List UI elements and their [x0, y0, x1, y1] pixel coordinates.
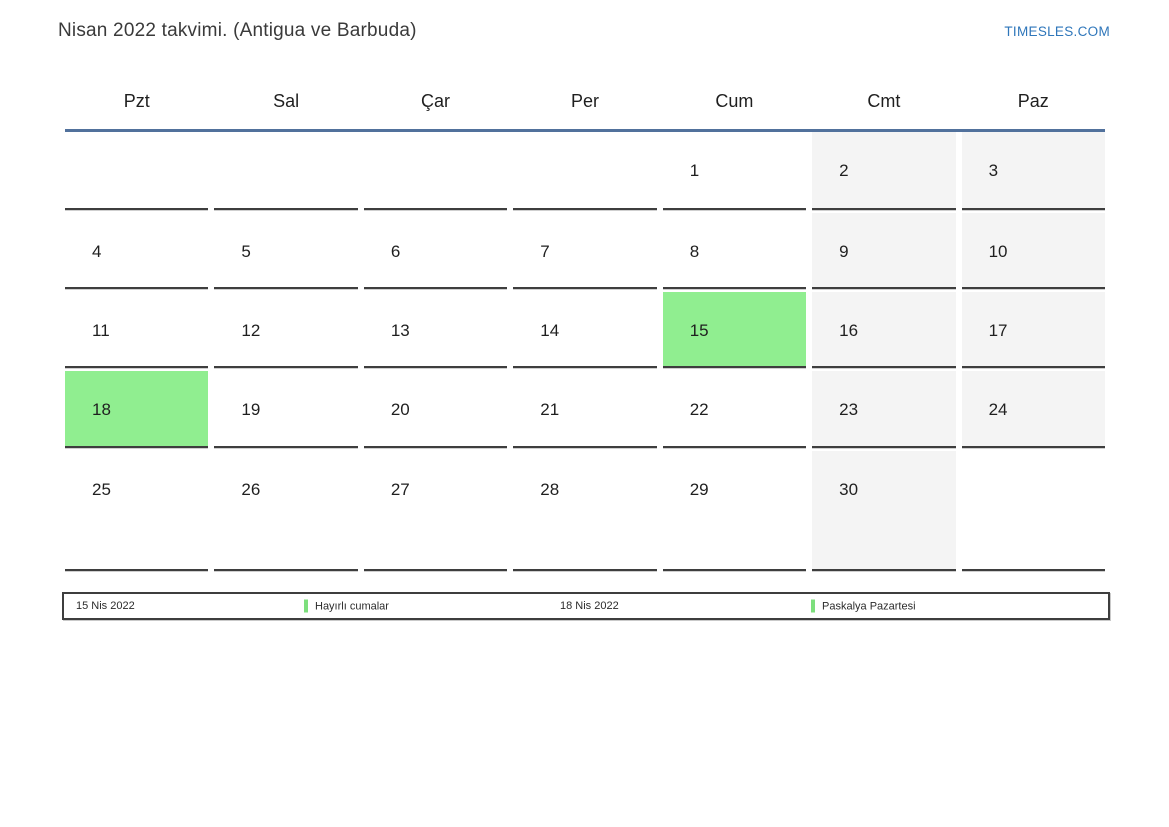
weekday-label-cum: Cum — [715, 90, 754, 111]
empty-day-cell — [961, 451, 1105, 571]
day-cell-29: 29 — [662, 451, 807, 571]
weekday-label-car: Çar — [421, 90, 451, 111]
empty-day-cell — [65, 132, 209, 210]
empty-day-cell — [513, 132, 657, 210]
day-cell-28: 28 — [513, 451, 657, 571]
day-cell-17: 17 — [961, 292, 1105, 368]
day-cell-30: 30 — [812, 451, 956, 571]
legend-date: 15 Nis 2022 — [76, 600, 135, 612]
empty-day-cell — [363, 132, 508, 210]
weekday-label-per: Per — [570, 90, 599, 111]
day-cell-14: 14 — [513, 292, 657, 368]
day-cell-15: 15 — [662, 292, 807, 368]
day-cell-21: 21 — [513, 371, 657, 448]
empty-day-cell — [214, 132, 358, 210]
day-cell-2: 2 — [812, 132, 956, 210]
day-cell-5: 5 — [214, 213, 358, 289]
weekday-label-paz: Paz — [1017, 90, 1049, 111]
day-cell-23: 23 — [812, 371, 956, 448]
day-cell-16: 16 — [812, 292, 956, 368]
weekday-label-cmt: Cmt — [867, 90, 901, 111]
weekday-header-row: Pzt Sal Çar Per Cum Cmt Paz — [65, 80, 1105, 122]
day-cell-6: 6 — [363, 213, 508, 289]
day-cell-25: 25 — [65, 451, 209, 571]
holiday-legend-box: 15 Nis 2022 Hayırlı cumalar 18 Nis 2022 Pas… — [62, 592, 1110, 620]
weekday-label-pzt: Pzt — [123, 90, 150, 111]
calendar-grid: 1 2 3 4 5 6 7 8 9 10 11 12 13 14 15 16 17 18 19 20 21 22 23 24 2… — [65, 132, 1105, 571]
day-cell-7: 7 — [513, 213, 657, 289]
day-cell-24: 24 — [961, 371, 1105, 448]
day-cell-26: 26 — [214, 451, 358, 571]
legend-entry: Hayırlı cumalar — [304, 599, 389, 613]
legend-color-bar-icon — [304, 599, 308, 613]
day-cell-8: 8 — [662, 213, 807, 289]
weekday-label-sal: Sal — [273, 90, 300, 111]
legend-entry: Paskalya Pazartesi — [811, 599, 916, 613]
day-cell-1: 1 — [662, 132, 807, 210]
header-divider-line — [65, 129, 1105, 132]
day-cell-4: 4 — [65, 213, 209, 289]
day-cell-22: 22 — [662, 371, 807, 448]
site-logo-link[interactable]: TIMESLES.COM — [1004, 24, 1110, 39]
page-title: Nisan 2022 takvimi. (Antigua ve Barbuda) — [58, 20, 417, 41]
day-cell-27: 27 — [363, 451, 508, 571]
day-cell-19: 19 — [214, 371, 358, 448]
day-cell-10: 10 — [961, 213, 1105, 289]
day-cell-20: 20 — [363, 371, 508, 448]
day-cell-12: 12 — [214, 292, 358, 368]
legend-date: 18 Nis 2022 — [560, 600, 619, 612]
day-cell-18: 18 — [65, 371, 209, 448]
day-cell-3: 3 — [961, 132, 1105, 210]
holiday-legend: 15 Nis 2022 Hayırlı cumalar 18 Nis 2022 Pas… — [64, 594, 1108, 618]
day-cell-13: 13 — [363, 292, 508, 368]
day-cell-11: 11 — [65, 292, 209, 368]
legend-color-bar-icon — [811, 599, 815, 613]
day-cell-9: 9 — [812, 213, 956, 289]
